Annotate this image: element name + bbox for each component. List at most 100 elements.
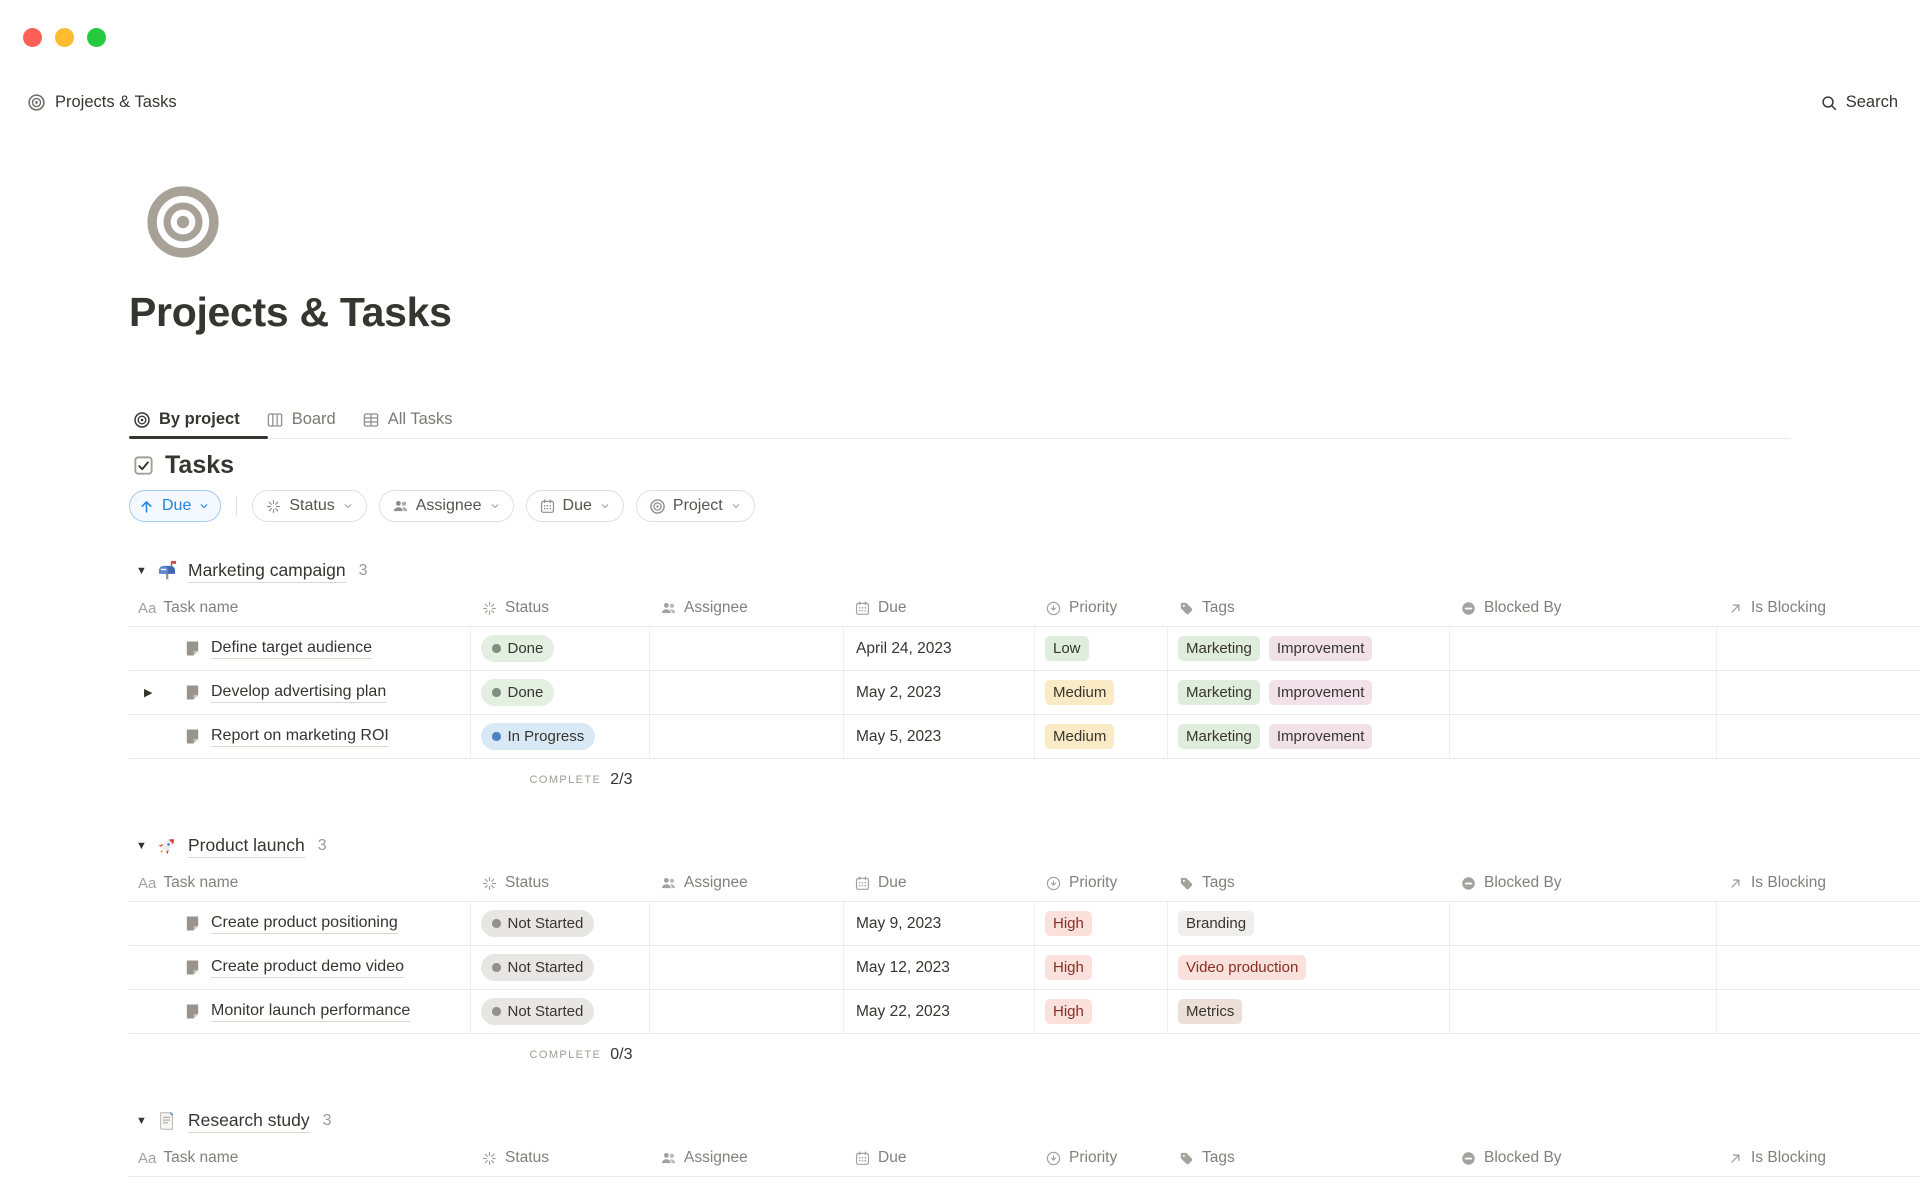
task-title[interactable]: Monitor launch performance xyxy=(211,1002,411,1022)
filter-divider xyxy=(236,496,238,516)
group-collapse-toggle[interactable]: ▼ xyxy=(136,1115,147,1127)
is-blocking-cell[interactable] xyxy=(1717,627,1920,670)
task-name-cell[interactable]: ▶ Develop advertising plan xyxy=(129,671,471,714)
assignee-cell[interactable] xyxy=(650,715,844,758)
blocked-by-cell[interactable] xyxy=(1450,902,1717,945)
traffic-light-zoom[interactable] xyxy=(87,28,106,47)
page-bullseye-icon[interactable] xyxy=(144,183,222,261)
due-cell[interactable]: May 9, 2023 xyxy=(844,902,1035,945)
column-assignee[interactable]: Assignee xyxy=(650,590,844,626)
due-cell[interactable]: May 2, 2023 xyxy=(844,671,1035,714)
column-status[interactable]: Status xyxy=(471,865,650,901)
task-name-cell[interactable]: Monitor launch performance xyxy=(129,990,471,1033)
priority-cell[interactable]: High xyxy=(1035,946,1168,989)
filter-chip-assignee[interactable]: Assignee xyxy=(378,490,514,522)
task-name-cell[interactable]: Define target audience xyxy=(129,627,471,670)
priority-cell[interactable]: Low xyxy=(1035,627,1168,670)
column-is-blocking[interactable]: Is Blocking xyxy=(1717,590,1920,626)
tags-cell[interactable]: Metrics xyxy=(1168,990,1450,1033)
column-task-name[interactable]: Aa Task name xyxy=(138,1149,239,1167)
column-due[interactable]: Due xyxy=(844,590,1035,626)
column-is-blocking[interactable]: Is Blocking xyxy=(1717,1140,1920,1176)
tags-cell[interactable]: Branding xyxy=(1168,902,1450,945)
due-cell[interactable]: May 12, 2023 xyxy=(844,946,1035,989)
tab-all-tasks[interactable]: All Tasks xyxy=(358,400,457,439)
status-cell[interactable]: Done xyxy=(471,627,650,670)
group-collapse-toggle[interactable]: ▼ xyxy=(136,565,147,577)
column-priority[interactable]: Priority xyxy=(1035,1140,1168,1176)
is-blocking-cell[interactable] xyxy=(1717,946,1920,989)
filter-chip-due[interactable]: Due xyxy=(525,490,624,522)
group-name[interactable]: Marketing campaign xyxy=(188,560,346,583)
status-cell[interactable]: Not Started xyxy=(471,990,650,1033)
row-expand-toggle[interactable]: ▶ xyxy=(144,687,153,699)
blocked-by-cell[interactable] xyxy=(1450,715,1717,758)
traffic-light-close[interactable] xyxy=(23,28,42,47)
column-status[interactable]: Status xyxy=(471,1140,650,1176)
column-tags[interactable]: Tags xyxy=(1168,590,1450,626)
column-assignee[interactable]: Assignee xyxy=(650,1140,844,1176)
status-cell[interactable]: Not Started xyxy=(471,902,650,945)
column-task-name[interactable]: Aa Task name xyxy=(138,874,239,892)
traffic-light-minimize[interactable] xyxy=(55,28,74,47)
group-name[interactable]: Product launch xyxy=(188,835,305,858)
blocked-by-cell[interactable] xyxy=(1450,671,1717,714)
tags-cell[interactable]: Marketing Improvement xyxy=(1168,627,1450,670)
task-name-cell[interactable]: Create product positioning xyxy=(129,902,471,945)
column-is-blocking[interactable]: Is Blocking xyxy=(1717,865,1920,901)
column-tags[interactable]: Tags xyxy=(1168,865,1450,901)
task-name-cell[interactable]: Create product demo video xyxy=(129,946,471,989)
assignee-cell[interactable] xyxy=(650,990,844,1033)
blocked-by-cell[interactable] xyxy=(1450,946,1717,989)
tab-by-project[interactable]: By project xyxy=(129,400,268,439)
column-due[interactable]: Due xyxy=(844,1140,1035,1176)
is-blocking-cell[interactable] xyxy=(1717,990,1920,1033)
status-cell[interactable]: Done xyxy=(471,671,650,714)
column-priority[interactable]: Priority xyxy=(1035,865,1168,901)
group-collapse-toggle[interactable]: ▼ xyxy=(136,840,147,852)
filter-chip-project[interactable]: Project xyxy=(635,490,755,522)
column-assignee[interactable]: Assignee xyxy=(650,865,844,901)
due-cell[interactable]: April 24, 2023 xyxy=(844,627,1035,670)
column-tags[interactable]: Tags xyxy=(1168,1140,1450,1176)
priority-cell[interactable]: High xyxy=(1035,990,1168,1033)
due-cell[interactable]: May 5, 2023 xyxy=(844,715,1035,758)
group-name[interactable]: Research study xyxy=(188,1110,310,1133)
tags-cell[interactable]: Video production xyxy=(1168,946,1450,989)
task-title[interactable]: Create product demo video xyxy=(211,958,404,978)
task-title[interactable]: Develop advertising plan xyxy=(211,683,387,703)
task-title[interactable]: Create product positioning xyxy=(211,914,398,934)
tab-board[interactable]: Board xyxy=(262,400,340,439)
tags-cell[interactable]: Marketing Improvement xyxy=(1168,715,1450,758)
search-button[interactable]: Search xyxy=(1820,93,1898,112)
filter-chip-status[interactable]: Status xyxy=(252,490,367,522)
column-due[interactable]: Due xyxy=(844,865,1035,901)
assignee-cell[interactable] xyxy=(650,902,844,945)
task-name-cell[interactable]: Report on marketing ROI xyxy=(129,715,471,758)
is-blocking-cell[interactable] xyxy=(1717,715,1920,758)
status-cell[interactable]: In Progress xyxy=(471,715,650,758)
assignee-cell[interactable] xyxy=(650,946,844,989)
priority-cell[interactable]: Medium xyxy=(1035,715,1168,758)
column-status[interactable]: Status xyxy=(471,590,650,626)
breadcrumb[interactable]: Projects & Tasks xyxy=(27,93,177,112)
column-blocked-by[interactable]: Blocked By xyxy=(1450,865,1717,901)
column-task-name[interactable]: Aa Task name xyxy=(138,599,239,617)
is-blocking-cell[interactable] xyxy=(1717,671,1920,714)
blocked-by-cell[interactable] xyxy=(1450,627,1717,670)
status-cell[interactable]: Not Started xyxy=(471,946,650,989)
task-title[interactable]: Define target audience xyxy=(211,639,372,659)
tags-cell[interactable]: Marketing Improvement xyxy=(1168,671,1450,714)
blocked-by-cell[interactable] xyxy=(1450,990,1717,1033)
task-title[interactable]: Report on marketing ROI xyxy=(211,727,389,747)
priority-cell[interactable]: Medium xyxy=(1035,671,1168,714)
column-blocked-by[interactable]: Blocked By xyxy=(1450,1140,1717,1176)
due-cell[interactable]: May 22, 2023 xyxy=(844,990,1035,1033)
is-blocking-cell[interactable] xyxy=(1717,902,1920,945)
assignee-cell[interactable] xyxy=(650,627,844,670)
column-priority[interactable]: Priority xyxy=(1035,590,1168,626)
column-blocked-by[interactable]: Blocked By xyxy=(1450,590,1717,626)
sort-chip-due[interactable]: Due xyxy=(129,490,222,522)
priority-cell[interactable]: High xyxy=(1035,902,1168,945)
assignee-cell[interactable] xyxy=(650,671,844,714)
